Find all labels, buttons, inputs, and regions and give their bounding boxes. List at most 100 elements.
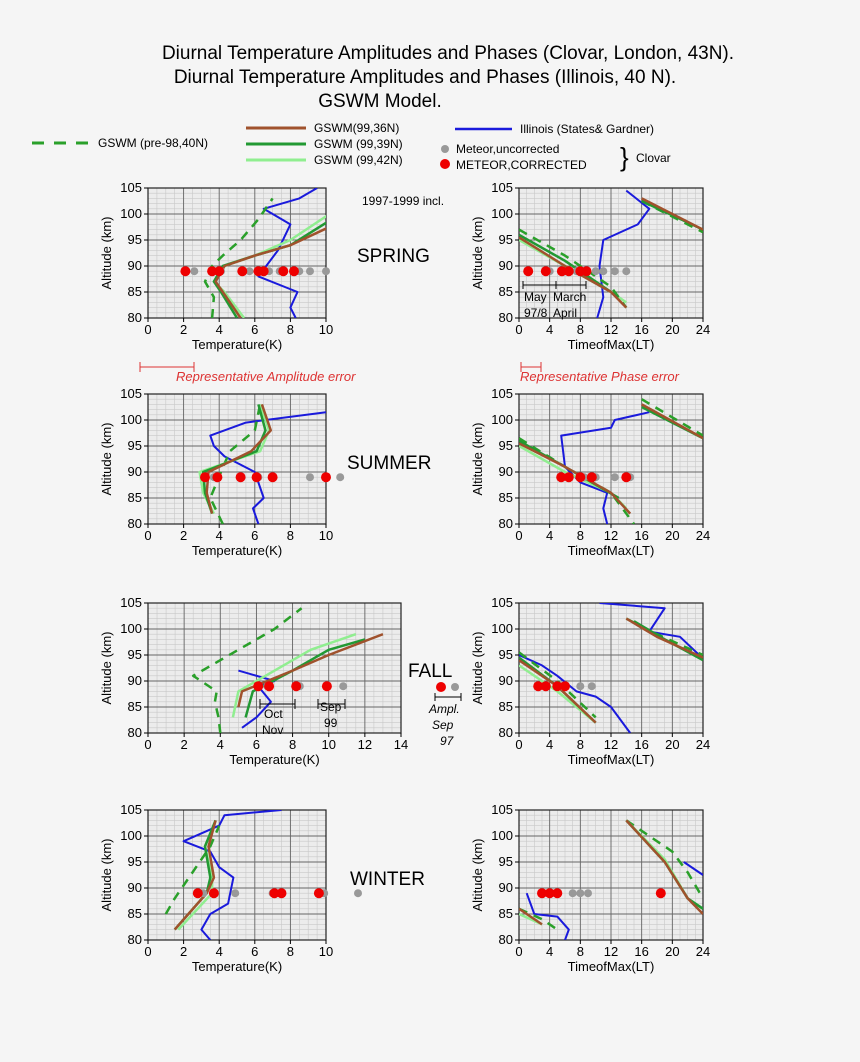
spring-phase-xtick-label: 24 [696, 322, 710, 337]
spring-amplitude-point-uncorrected [322, 267, 330, 276]
winter-phase-line-gswm36 [519, 907, 543, 926]
spring-phase-point-corrected [563, 266, 574, 277]
winter-phase-xtick-label: 24 [696, 944, 710, 959]
summer-phase-ytick-label: 90 [499, 464, 513, 479]
winter-phase-xtick-label: 8 [577, 944, 584, 959]
spring-amplitude-ylabel: Altitude (km) [99, 217, 114, 290]
fall-amplitude-xlabel: Temperature(K) [229, 752, 319, 767]
summer-amplitude-ytick-label: 80 [128, 516, 142, 531]
summer-amplitude-point-corrected [235, 472, 246, 483]
winter-phase-ytick-label: 100 [491, 828, 513, 843]
legend-label-gswm39: GSWM (99,39N) [314, 137, 403, 151]
winter-phase-ytick-label: 80 [499, 932, 513, 947]
spring-amplitude-xlabel: Temperature(K) [192, 337, 282, 352]
spring-amplitude-xtick-label: 4 [216, 322, 223, 337]
winter-amplitude-line-gswm36 [173, 820, 217, 931]
winter-phase-point-uncorrected [568, 889, 577, 898]
spring-amplitude-series-layer [203, 188, 326, 318]
spring-amplitude-point-corrected [237, 266, 248, 277]
summer-amplitude-xtick-label: 8 [287, 528, 294, 543]
winter-phase-xtick-label: 4 [546, 944, 553, 959]
april-label: April [553, 306, 577, 320]
winter-phase-xtick-label: 20 [665, 944, 679, 959]
fall-phase-xlabel: TimeofMax(LT) [568, 752, 655, 767]
spring-phase-xtick-label: 8 [577, 322, 584, 337]
fall-amplitude-ytick-label: 95 [128, 647, 142, 662]
fall-phase-xtick-label: 12 [604, 737, 618, 752]
summer-amplitude-point-corrected [212, 472, 223, 483]
fall-amplitude-ytick-label: 105 [120, 595, 142, 610]
spring-phase-xlabel: TimeofMax(LT) [568, 337, 655, 352]
fall-amplitude-point-corrected [291, 681, 302, 692]
summer-amplitude-xlabel: Temperature(K) [192, 543, 282, 558]
fall-phase-ytick-label: 95 [499, 647, 513, 662]
fall-amplitude-xtick-label: 0 [144, 737, 151, 752]
years-annotation: 1997-1999 incl. [362, 194, 444, 208]
fall-phase-ytick-label: 100 [491, 621, 513, 636]
legend-brace: } [620, 142, 629, 172]
summer-amplitude-line-gswm36 [205, 403, 273, 514]
nov-label: Nov [262, 723, 283, 737]
spring-amplitude-xtick-label: 0 [144, 322, 151, 337]
winter-phase-xtick-label: 0 [515, 944, 522, 959]
summer-phase-point-corrected [563, 472, 574, 483]
fall-phase-xtick-label: 24 [696, 737, 710, 752]
winter-amplitude-frame [147, 809, 327, 941]
spring-phase-point-corrected [540, 266, 551, 277]
amplitude-error-label: Representative Amplitude error [176, 369, 356, 384]
summer-amplitude-xtick-label: 10 [319, 528, 333, 543]
winter-phase-ytick-label: 85 [499, 906, 513, 921]
winter-amplitude-ytick-label: 105 [120, 802, 142, 817]
oct-label: Oct [264, 707, 283, 721]
summer-phase-point-corrected [556, 472, 567, 483]
summer-phase-xtick-label: 24 [696, 528, 710, 543]
summer-amplitude-xtick-label: 0 [144, 528, 151, 543]
spring-phase-line-gswm36 [641, 197, 703, 231]
fall-amplitude-point-corrected [321, 681, 332, 692]
fall-phase-point-corrected [533, 681, 544, 692]
summer-amplitude-ytick-label: 105 [120, 386, 142, 401]
fall-amplitude-series-layer [191, 607, 384, 733]
winter-phase-ylabel: Altitude (km) [470, 839, 485, 912]
season-label-winter: WINTER [350, 869, 425, 890]
season-label-spring: SPRING [357, 246, 430, 267]
winter-amplitude-ytick-label: 85 [128, 906, 142, 921]
winter-phase-point-corrected [537, 888, 547, 899]
spring-phase-point-uncorrected [591, 267, 600, 276]
fall-amplitude-xtick-label: 6 [253, 737, 260, 752]
winter-phase-ytick-label: 95 [499, 854, 513, 869]
spring-phase-xtick-label: 20 [665, 322, 679, 337]
fall-phase-point-corrected [560, 681, 570, 692]
spring-phase-ytick-label: 90 [499, 258, 513, 273]
spring-phase-point-uncorrected [610, 267, 619, 276]
sep-bracket [317, 699, 346, 709]
oct-nov-bracket [259, 699, 296, 709]
summer-phase-chart: 0 4 8 12 16 20 24 80 85 90 95 100 105 TimeofMax(LT) Al… [470, 386, 710, 558]
ampl-sample-corrected [436, 682, 446, 692]
summer-phase-xtick-label: 0 [515, 528, 522, 543]
winter-phase-ytick-label: 105 [491, 802, 513, 817]
winter-amplitude-point-corrected [276, 888, 287, 899]
fall-amplitude-frame [147, 602, 402, 734]
spring-amplitude-point-uncorrected [245, 267, 254, 276]
spring-amplitude-ytick-label: 80 [128, 310, 142, 325]
summer-amplitude-ylabel: Altitude (km) [99, 423, 114, 496]
fall-amplitude-ylabel: Altitude (km) [99, 632, 114, 705]
summer-phase-line-gswm36 [641, 403, 703, 440]
fall-amplitude-point-corrected [264, 681, 275, 692]
spring-phase-line-illinois [596, 189, 651, 318]
winter-phase-line-illinois [683, 861, 703, 876]
fall-phase-point-corrected [552, 681, 563, 692]
summer-phase-point-corrected [575, 472, 586, 483]
fall-amplitude-xtick-label: 8 [289, 737, 296, 752]
may-label: May [524, 290, 547, 304]
summer-amplitude-frame [147, 393, 327, 525]
spring-phase-ytick-label: 85 [499, 284, 513, 299]
winter-phase-xtick-label: 16 [634, 944, 648, 959]
summer-amplitude-xtick-label: 2 [180, 528, 187, 543]
fall-amplitude-xtick-label: 2 [181, 737, 188, 752]
legend-label-gswm-pre98: GSWM (pre-98,40N) [98, 136, 208, 150]
winter-amplitude-point-uncorrected [231, 889, 240, 898]
spring-amplitude-ytick-label: 85 [128, 284, 142, 299]
fall-amplitude-ytick-label: 85 [128, 699, 142, 714]
